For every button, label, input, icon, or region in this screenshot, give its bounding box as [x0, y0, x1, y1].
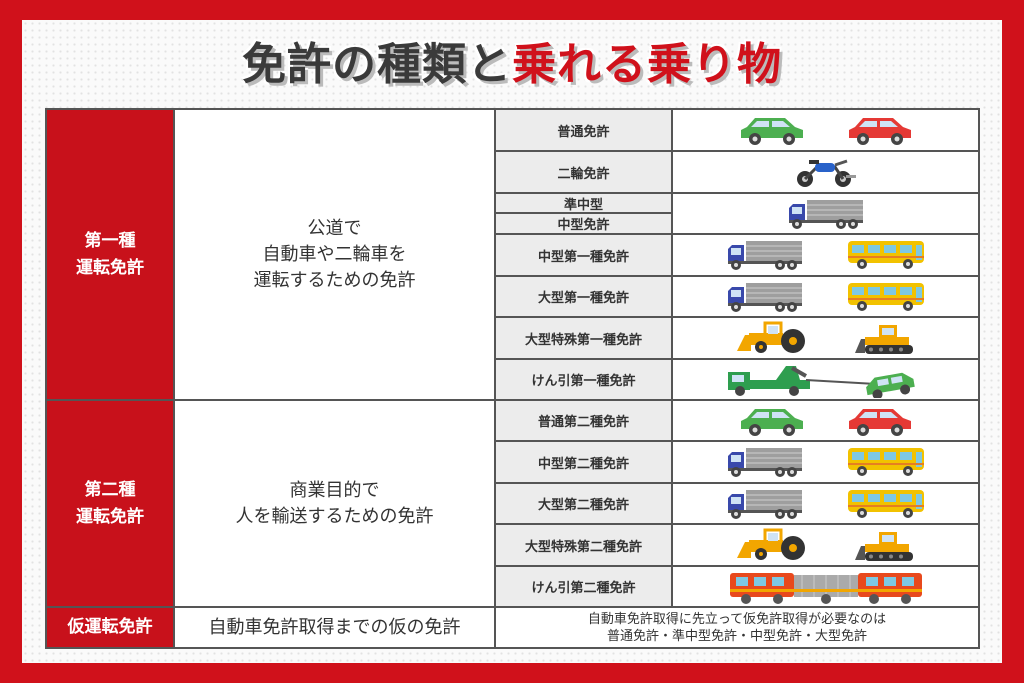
tow-truck-icon: [726, 362, 926, 398]
category-second-class: 第二種 運転免許: [45, 399, 175, 608]
license-name-text: 中型第二種免許: [537, 456, 629, 472]
license-name: 大型特殊第二種免許: [494, 523, 673, 567]
license-name: 中型第二種免許: [494, 440, 673, 484]
license-name-text: 大型第二種免許: [537, 498, 629, 513]
description-second-class: 商業目的で 人を輸送するための免許: [173, 399, 496, 608]
description-second-class-text: 商業目的で 人を輸送するための免許: [235, 479, 434, 527]
vehicle-cell: [671, 399, 980, 442]
vehicle-cell: [671, 275, 980, 318]
vehicle-cell: [671, 150, 980, 194]
license-name: 準中型: [494, 192, 673, 214]
license-name: けん引第二種免許: [494, 565, 673, 608]
license-name: 大型特殊第一種免許: [494, 316, 673, 360]
vehicle-cell: [671, 358, 980, 401]
vehicle-cell: [671, 233, 980, 277]
vehicle-cell: [671, 440, 980, 484]
bulldozer-icon: [853, 321, 917, 355]
truck-icon: [726, 281, 804, 313]
category-first-class-text: 第一種 運転免許: [76, 230, 144, 278]
provisional-note: 自動車免許取得に先立って仮免許取得が必要なのは 普通免許・準中型免許・中型免許・…: [494, 606, 980, 649]
bus-icon: [846, 446, 926, 478]
license-name: 大型第二種免許: [494, 482, 673, 525]
truck-icon: [726, 488, 804, 520]
category-second-class-text: 第二種 運転免許: [76, 479, 144, 527]
vehicle-cell: [671, 565, 980, 608]
license-name-text: 大型特殊第二種免許: [524, 539, 642, 555]
license-name-text: けん引第一種免許: [531, 374, 636, 389]
tractor-icon: [735, 321, 811, 355]
vehicle-cell: [671, 316, 980, 360]
truck-icon: [726, 239, 804, 271]
license-name: 二輪免許: [494, 150, 673, 194]
license-name: けん引第一種免許: [494, 358, 673, 401]
license-name-text: 普通免許: [557, 124, 610, 140]
bus-icon: [846, 281, 926, 313]
category-provisional: 仮運転免許: [45, 606, 175, 649]
vehicle-cell: [671, 482, 980, 525]
car-red-icon: [847, 114, 913, 146]
tractor-icon: [735, 528, 811, 562]
page-title: 免許の種類と乗れる乗り物: [242, 39, 782, 90]
license-name-text: 普通第二種免許: [537, 415, 629, 430]
license-name: 中型第一種免許: [494, 233, 673, 277]
description-first-class: 公道で 自動車や二輪車を 運転するための免許: [173, 108, 496, 401]
license-name-text: 二輪免許: [557, 166, 610, 182]
license-name: 普通第二種免許: [494, 399, 673, 442]
vehicle-cell: [671, 523, 980, 567]
license-name: 大型第一種免許: [494, 275, 673, 318]
truck-icon: [787, 198, 865, 230]
license-name-text: 中型免許: [557, 218, 610, 233]
bus-icon: [846, 488, 926, 520]
car-green-icon: [739, 114, 805, 146]
bus-icon: [846, 239, 926, 271]
vehicle-cell: [671, 108, 980, 152]
truck-icon: [726, 446, 804, 478]
license-name: 中型免許: [494, 212, 673, 235]
description-first-class-text: 公道で 自動車や二輪車を 運転するための免許: [253, 217, 416, 291]
bulldozer-icon: [853, 528, 917, 562]
license-name-text: 準中型: [563, 197, 603, 213]
provisional-note-text: 自動車免許取得に先立って仮免許取得が必要なのは 普通免許・準中型免許・中型免許・…: [587, 611, 887, 644]
license-name-text: 大型第一種免許: [537, 291, 629, 306]
license-name-text: 中型第一種免許: [537, 249, 629, 265]
car-red-icon: [847, 405, 913, 437]
vehicle-cell: [671, 192, 980, 235]
car-green-icon: [739, 405, 805, 437]
license-name-text: けん引第二種免許: [531, 581, 636, 596]
category-first-class: 第一種 運転免許: [45, 108, 175, 401]
description-provisional: 自動車免許取得までの仮の免許: [173, 606, 496, 649]
train-icon: [728, 569, 924, 605]
license-name-text: 大型特殊第一種免許: [524, 332, 642, 348]
motorcycle-icon: [791, 155, 861, 189]
category-provisional-text: 仮運転免許: [67, 617, 153, 637]
description-provisional-text: 自動車免許取得までの仮の免許: [208, 616, 461, 638]
license-name: 普通免許: [494, 108, 673, 152]
